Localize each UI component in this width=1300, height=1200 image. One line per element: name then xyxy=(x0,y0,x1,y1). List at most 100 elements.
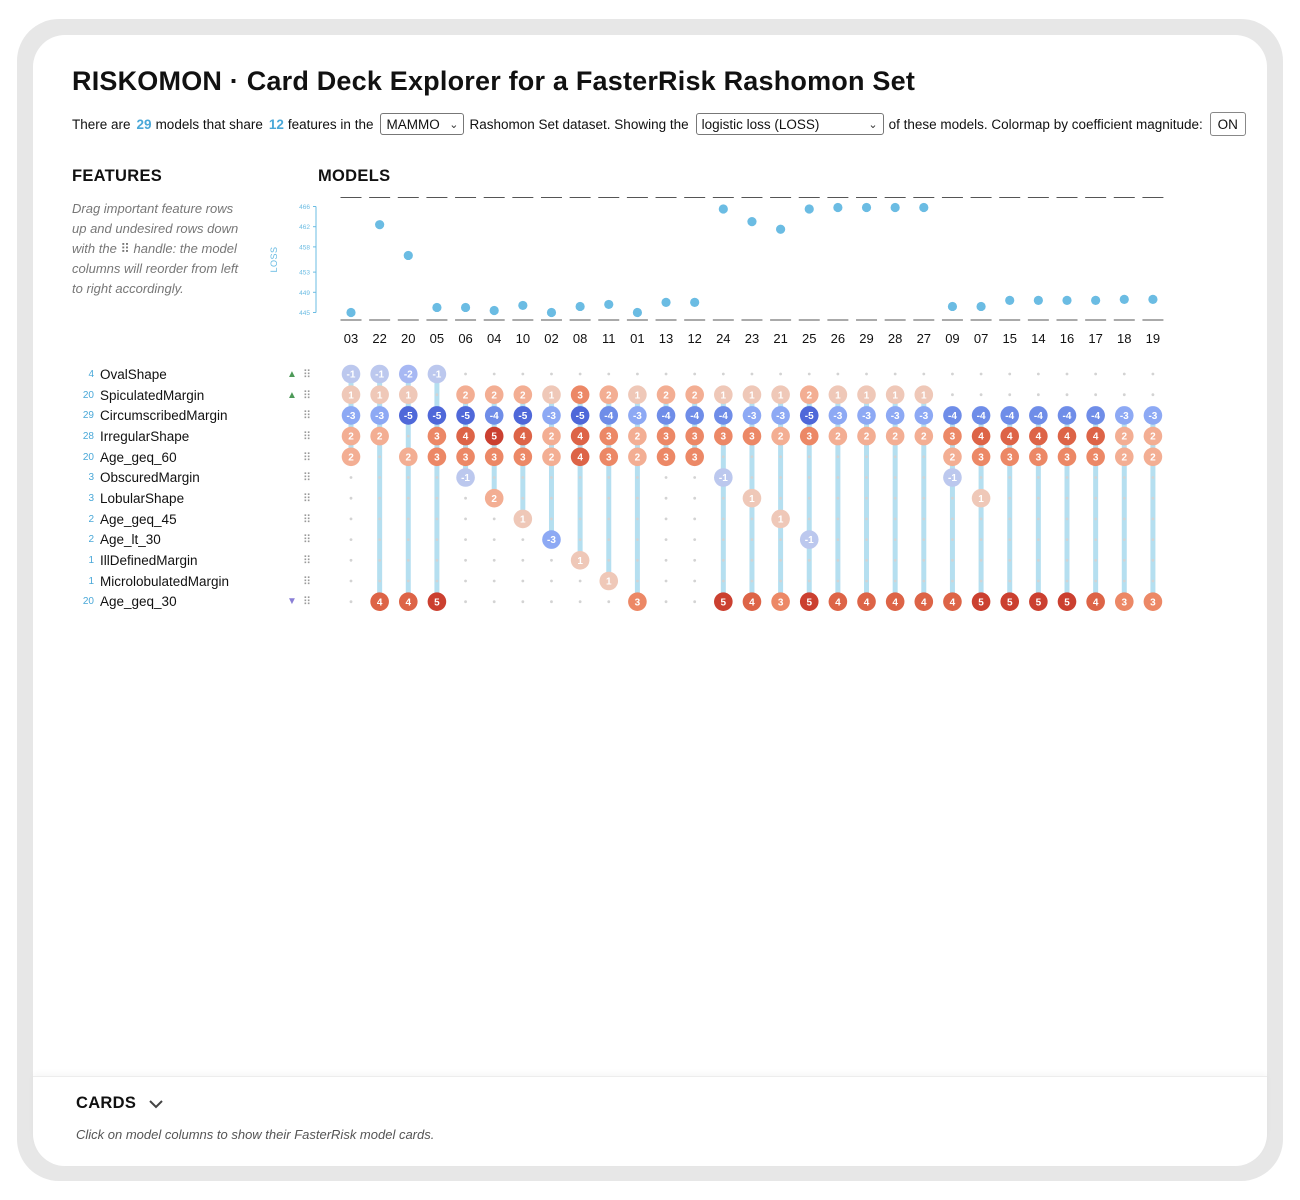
model-column[interactable]: 29 1 -3 2 4 xyxy=(852,190,881,615)
model-column[interactable]: 25 2 -5 3 -1 5 xyxy=(795,190,824,615)
empty-coefficient-dot xyxy=(836,579,840,583)
empty-coefficient-dot xyxy=(1065,538,1069,541)
feature-row[interactable]: 4 OvalShape ▲ ⠿ xyxy=(72,364,322,385)
feature-row[interactable]: 3 ObscuredMargin ⠿ xyxy=(72,467,322,488)
feature-row[interactable]: 3 LobularShape ⠿ xyxy=(72,488,322,509)
model-column[interactable]: 02 1 -3 2 2 -3 xyxy=(537,190,566,615)
coefficient-value: 3 xyxy=(806,432,812,443)
model-column[interactable]: 19 -3 2 2 3 xyxy=(1139,190,1168,615)
empty-coefficient-dot xyxy=(807,476,811,479)
model-column[interactable]: 13 2 -4 3 3 xyxy=(652,190,681,615)
feature-row[interactable]: 1 MicrolobulatedMargin ⠿ xyxy=(72,571,322,592)
coefficient-value: 2 xyxy=(892,432,898,443)
triangle-up-icon: ▲ xyxy=(287,389,297,401)
coefficient-value: 2 xyxy=(1150,452,1156,463)
coefficient-circle xyxy=(341,426,361,446)
loss-dot xyxy=(460,302,471,313)
model-column[interactable]: 18 -3 2 2 3 xyxy=(1110,190,1139,615)
drag-handle-icon[interactable]: ⠿ xyxy=(303,534,311,547)
model-id-label: 04 xyxy=(487,331,501,346)
feature-row[interactable]: 2 Age_lt_30 ⠿ xyxy=(72,530,322,551)
drag-handle-icon[interactable]: ⠿ xyxy=(303,430,311,443)
drag-handle-icon[interactable]: ⠿ xyxy=(303,368,311,381)
model-column[interactable]: 07 -4 4 3 1 5 xyxy=(967,190,996,615)
drag-handle-icon[interactable]: ⠿ xyxy=(303,410,311,423)
model-column[interactable]: 23 1 -3 3 1 4 xyxy=(738,190,767,615)
features-help-text: Drag important feature rows up and undes… xyxy=(72,201,239,296)
drag-handle-icon[interactable]: ⠿ xyxy=(303,596,311,609)
coefficient-circle xyxy=(370,385,389,405)
model-column[interactable]: 26 1 -3 2 4 xyxy=(824,190,853,615)
empty-coefficient-dot xyxy=(1065,393,1069,397)
coefficient-circle xyxy=(341,385,361,405)
model-column[interactable]: 27 1 -3 2 4 xyxy=(909,190,938,615)
coefficient-value: 2 xyxy=(348,452,354,463)
summary-text-features-in: features in the xyxy=(287,116,374,132)
coefficient-value: 3 xyxy=(749,432,755,443)
drag-handle-icon[interactable]: ⠿ xyxy=(303,472,311,485)
coefficient-value: 1 xyxy=(892,390,898,401)
feature-row[interactable]: 20 SpiculatedMargin ▲ ⠿ xyxy=(72,385,322,406)
model-column[interactable]: 17 -4 4 3 4 xyxy=(1081,190,1110,615)
empty-coefficient-dot xyxy=(836,455,840,459)
colormap-toggle-button[interactable]: ON xyxy=(1209,112,1246,136)
empty-coefficient-dot xyxy=(664,517,668,521)
metric-select[interactable]: logistic loss (LOSS) ⌄ xyxy=(695,113,884,135)
feature-row[interactable]: 2 Age_geq_45 ⠿ xyxy=(72,509,322,530)
coefficient-value: 3 xyxy=(663,432,669,443)
model-column[interactable]: 05 -1 -5 3 3 5 xyxy=(423,190,452,615)
model-column[interactable]: 09 -4 3 2 -1 4 xyxy=(938,190,967,615)
model-column[interactable]: 20 -2 1 -5 2 4 xyxy=(394,190,423,615)
drag-handle-icon[interactable]: ⠿ xyxy=(303,389,311,402)
empty-coefficient-dot xyxy=(750,558,754,562)
coefficient-value: -1 xyxy=(719,473,728,484)
coefficient-circle xyxy=(799,592,819,611)
model-column[interactable]: 03 -1 1 -3 2 2 xyxy=(337,190,366,615)
feature-row[interactable]: 29 CircumscribedMargin ⠿ xyxy=(72,405,322,426)
drag-handle-icon[interactable]: ⠿ xyxy=(303,575,311,588)
loss-tick-label: 466 xyxy=(299,204,310,211)
model-column[interactable]: 16 -4 4 3 5 xyxy=(1053,190,1082,615)
empty-coefficient-dot xyxy=(664,558,668,562)
model-column[interactable]: 15 -4 4 3 5 xyxy=(995,190,1024,615)
model-column[interactable]: 04 2 -4 5 3 2 xyxy=(480,190,509,615)
model-column[interactable]: 11 2 -4 3 3 1 xyxy=(594,190,623,615)
triangle-down-icon: ▼ xyxy=(287,596,297,608)
cards-toggle[interactable]: CARDS xyxy=(76,1094,164,1113)
feature-row[interactable]: 20 Age_geq_60 ⠿ xyxy=(72,447,322,468)
model-column[interactable]: 08 3 -5 4 4 1 xyxy=(566,190,595,615)
coefficient-circle xyxy=(857,385,876,405)
drag-handle-icon[interactable]: ⠿ xyxy=(303,513,311,526)
coefficient-circle xyxy=(857,406,876,425)
feature-row[interactable]: 28 IrregularShape ⠿ xyxy=(72,426,322,447)
loss-dot xyxy=(776,224,786,234)
model-column[interactable]: 22 -1 1 -3 2 4 xyxy=(365,190,394,615)
loss-dot xyxy=(489,305,499,316)
model-id-label: 14 xyxy=(1031,331,1045,346)
feature-row[interactable]: 1 IllDefinedMargin ⠿ xyxy=(72,550,322,571)
model-id-label: 17 xyxy=(1088,331,1102,346)
coefficient-value: 1 xyxy=(577,556,583,567)
empty-coefficient-dot xyxy=(636,579,639,583)
feature-row[interactable]: 20 Age_geq_30 ▼ ⠿ xyxy=(72,592,322,613)
model-column[interactable]: 28 1 -3 2 4 xyxy=(881,190,910,615)
model-column[interactable]: 10 2 -5 4 3 1 xyxy=(509,190,538,615)
model-column[interactable]: 24 1 -4 3 -1 5 xyxy=(709,190,738,615)
empty-coefficient-dot xyxy=(1008,496,1012,500)
loss-dot xyxy=(1062,295,1072,305)
drag-handle-icon[interactable]: ⠿ xyxy=(303,492,311,505)
dataset-select[interactable]: MAMMO ⌄ xyxy=(380,113,465,135)
empty-coefficient-dot xyxy=(1151,579,1155,583)
model-column[interactable]: 14 -4 4 3 5 xyxy=(1024,190,1053,615)
drag-handle-icon[interactable]: ⠿ xyxy=(303,451,311,464)
drag-handle-icon[interactable]: ⠿ xyxy=(303,555,311,568)
model-column[interactable]: 06 2 -5 4 3 -1 xyxy=(451,190,480,615)
metric-select-value: logistic loss (LOSS) xyxy=(701,116,820,132)
coefficient-value: 1 xyxy=(348,390,354,401)
empty-coefficient-dot xyxy=(464,372,467,376)
empty-coefficient-dot xyxy=(865,372,868,376)
coefficient-circle xyxy=(1114,426,1134,446)
model-column[interactable]: 12 2 -4 3 3 xyxy=(680,190,709,615)
model-column[interactable]: 01 1 -3 2 2 3 xyxy=(623,190,652,615)
